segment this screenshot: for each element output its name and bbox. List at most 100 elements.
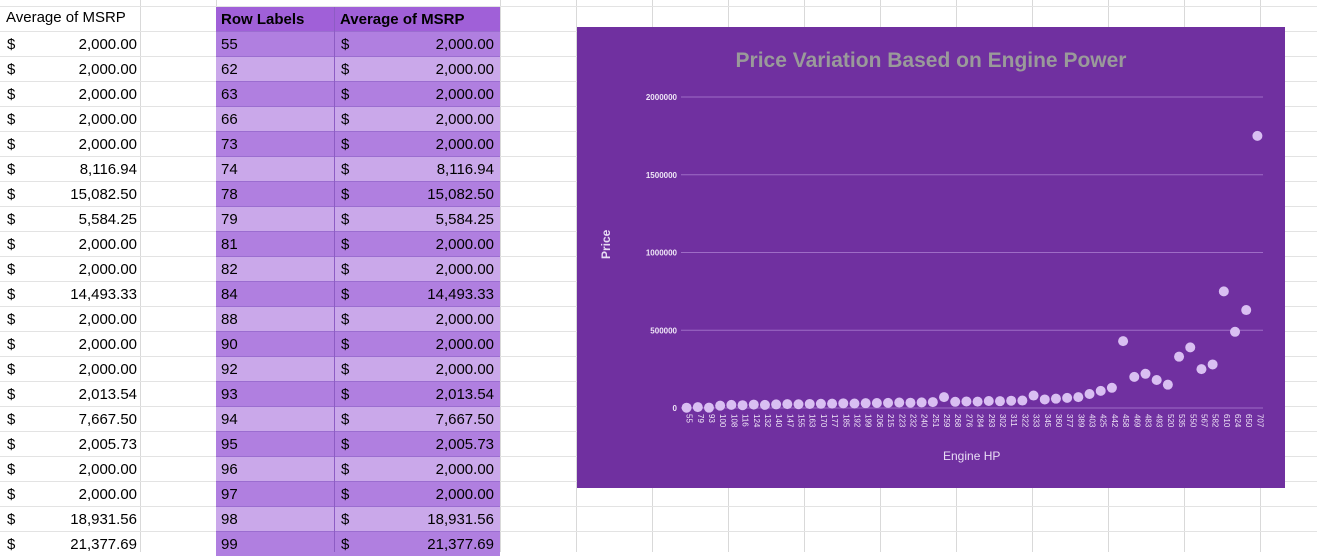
left-value-row[interactable]: $2,000.00 xyxy=(0,307,140,332)
data-point[interactable] xyxy=(1095,385,1106,396)
data-point[interactable] xyxy=(793,399,804,410)
left-value-row[interactable]: $7,667.50 xyxy=(0,407,140,432)
pivot-row[interactable]: 90 $2,000.00 xyxy=(216,331,500,356)
pivot-row[interactable]: 55 $2,000.00 xyxy=(216,31,500,56)
pivot-row[interactable]: 78 $15,082.50 xyxy=(216,181,500,206)
left-value-row[interactable]: $14,493.33 xyxy=(0,282,140,307)
data-point[interactable] xyxy=(726,399,737,410)
left-value-row[interactable]: $2,000.00 xyxy=(0,332,140,357)
data-point[interactable] xyxy=(1196,364,1207,375)
pivot-row[interactable]: 92 $2,000.00 xyxy=(216,356,500,381)
pivot-row[interactable]: 62 $2,000.00 xyxy=(216,56,500,81)
data-point[interactable] xyxy=(748,399,759,410)
left-value-row[interactable]: $2,005.73 xyxy=(0,432,140,457)
data-point[interactable] xyxy=(782,399,793,410)
data-point[interactable] xyxy=(916,397,927,408)
pivot-row[interactable]: 93 $2,013.54 xyxy=(216,381,500,406)
row-labels-header[interactable]: Row Labels xyxy=(221,11,305,28)
data-point[interactable] xyxy=(1017,395,1028,406)
pivot-row[interactable]: 82 $2,000.00 xyxy=(216,256,500,281)
pivot-row[interactable]: 79 $5,584.25 xyxy=(216,206,500,231)
data-point[interactable] xyxy=(1050,393,1061,404)
pivot-row-value: 2,005.73 xyxy=(435,436,494,453)
data-point[interactable] xyxy=(883,397,894,408)
data-point[interactable] xyxy=(1162,379,1173,390)
data-point[interactable] xyxy=(1118,336,1129,347)
data-point[interactable] xyxy=(804,398,815,409)
data-point[interactable] xyxy=(1084,389,1095,400)
data-point[interactable] xyxy=(692,402,703,413)
pivot-row[interactable]: 84 $14,493.33 xyxy=(216,281,500,306)
data-point[interactable] xyxy=(759,399,770,410)
data-point[interactable] xyxy=(1218,286,1229,297)
data-point[interactable] xyxy=(1006,395,1017,406)
pivot-row[interactable]: 98 $18,931.56 xyxy=(216,506,500,531)
pivot-row[interactable]: 66 $2,000.00 xyxy=(216,106,500,131)
data-point[interactable] xyxy=(1129,371,1140,382)
left-value-row[interactable]: $2,000.00 xyxy=(0,257,140,282)
data-point[interactable] xyxy=(1241,305,1252,316)
left-value-row[interactable]: $2,000.00 xyxy=(0,357,140,382)
data-point[interactable] xyxy=(860,398,871,409)
data-point[interactable] xyxy=(1062,392,1073,403)
left-value-row[interactable]: $2,000.00 xyxy=(0,57,140,82)
currency-symbol: $ xyxy=(7,136,16,153)
data-point[interactable] xyxy=(1174,351,1185,362)
left-value-row[interactable]: $2,000.00 xyxy=(0,82,140,107)
pivot-row[interactable]: 97 $2,000.00 xyxy=(216,481,500,506)
data-point[interactable] xyxy=(905,397,916,408)
left-value-row[interactable]: $2,000.00 xyxy=(0,107,140,132)
data-point[interactable] xyxy=(927,397,938,408)
data-point[interactable] xyxy=(1073,392,1084,403)
pivot-row[interactable]: 94 $7,667.50 xyxy=(216,406,500,431)
data-point[interactable] xyxy=(681,402,692,413)
left-value-row[interactable]: $2,000.00 xyxy=(0,32,140,57)
pivot-row[interactable]: 95 $2,005.73 xyxy=(216,431,500,456)
left-value-row[interactable]: $5,584.25 xyxy=(0,207,140,232)
data-point[interactable] xyxy=(1140,368,1151,379)
left-value-row[interactable]: $18,931.56 xyxy=(0,507,140,532)
left-column-header[interactable]: Average of MSRP xyxy=(6,9,126,26)
left-value-row[interactable]: $8,116.94 xyxy=(0,157,140,182)
data-point[interactable] xyxy=(983,396,994,407)
data-point[interactable] xyxy=(871,398,882,409)
data-point[interactable] xyxy=(1151,375,1162,386)
left-value-row[interactable]: $15,082.50 xyxy=(0,182,140,207)
data-point[interactable] xyxy=(961,396,972,407)
left-value-row[interactable]: $2,000.00 xyxy=(0,232,140,257)
left-value-row[interactable]: $2,000.00 xyxy=(0,482,140,507)
data-point[interactable] xyxy=(737,400,748,411)
pivot-row[interactable]: 74 $8,116.94 xyxy=(216,156,500,181)
pivot-row[interactable]: 88 $2,000.00 xyxy=(216,306,500,331)
left-value-row[interactable]: $2,000.00 xyxy=(0,132,140,157)
pivot-row[interactable]: 99 $21,377.69 xyxy=(216,531,500,556)
pivot-row[interactable]: 96 $2,000.00 xyxy=(216,456,500,481)
data-point[interactable] xyxy=(815,398,826,409)
data-point[interactable] xyxy=(972,396,983,407)
left-value-row[interactable]: $2,013.54 xyxy=(0,382,140,407)
data-point[interactable] xyxy=(1185,342,1196,353)
data-point[interactable] xyxy=(1230,326,1241,337)
pivot-row[interactable]: 73 $2,000.00 xyxy=(216,131,500,156)
data-point[interactable] xyxy=(703,402,714,413)
average-msrp-header[interactable]: Average of MSRP xyxy=(340,11,465,28)
data-point[interactable] xyxy=(1252,130,1263,141)
data-point[interactable] xyxy=(1028,390,1039,401)
data-point[interactable] xyxy=(827,398,838,409)
data-point[interactable] xyxy=(1039,394,1050,405)
data-point[interactable] xyxy=(994,396,1005,407)
data-point[interactable] xyxy=(849,398,860,409)
left-value-row[interactable]: $21,377.69 xyxy=(0,532,140,557)
data-point[interactable] xyxy=(771,399,782,410)
data-point[interactable] xyxy=(1106,382,1117,393)
data-point[interactable] xyxy=(715,400,726,411)
data-point[interactable] xyxy=(838,398,849,409)
data-point[interactable] xyxy=(939,392,950,403)
data-point[interactable] xyxy=(1207,359,1218,370)
data-point[interactable] xyxy=(950,396,961,407)
left-value-row[interactable]: $2,000.00 xyxy=(0,457,140,482)
data-point[interactable] xyxy=(894,397,905,408)
pivot-row[interactable]: 63 $2,000.00 xyxy=(216,81,500,106)
pivot-row[interactable]: 81 $2,000.00 xyxy=(216,231,500,256)
